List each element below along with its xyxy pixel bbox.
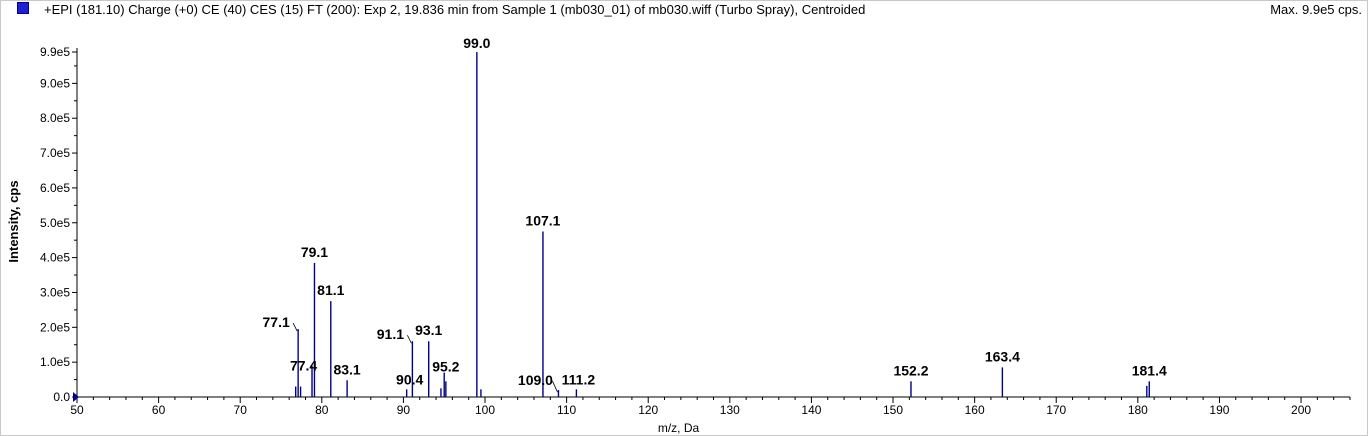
max-intensity-label: Max. 9.9e5 cps. (1270, 2, 1362, 17)
x-tick-label: 50 (70, 403, 84, 417)
peak-labels: 77.1 77.4 79.1 81.1 83.1 90.4 91.1 93.1 95.2 99.0… (263, 35, 1167, 393)
x-tick-label: 70 (234, 403, 248, 417)
x-tick-label: 110 (557, 403, 576, 417)
x-tick-label: 140 (801, 403, 821, 417)
legend-color-swatch[interactable] (17, 2, 29, 14)
x-tick-label: 80 (315, 403, 329, 417)
chart-title: +EPI (181.10) Charge (+0) CE (40) CES (1… (44, 2, 866, 17)
peak-label: 111.2 (562, 371, 596, 387)
peak-label: 77.4 (290, 358, 317, 374)
x-tick-label: 90 (397, 403, 411, 417)
y-tick-label: 9.9e5 (40, 45, 70, 59)
peak-label: 95.2 (432, 358, 459, 374)
axes: 50 60 70 80 90 100 110 120 130 140 150 160 170 180 190… (40, 45, 1351, 417)
peak-label: 109.0 (518, 372, 553, 388)
x-tick-label: 190 (1209, 403, 1229, 417)
x-tick-label: 200 (1291, 403, 1311, 417)
peak-label-leader (407, 335, 412, 344)
y-tick-label: 3.0e5 (40, 285, 70, 299)
peak-label: 163.4 (985, 348, 1020, 364)
peak-label: 77.1 (263, 314, 290, 330)
x-tick-label: 160 (965, 403, 985, 417)
peak-label: 91.1 (377, 326, 404, 342)
y-tick-label: 6.0e5 (40, 181, 70, 195)
x-tick-label: 120 (638, 403, 658, 417)
peak-label-leader (552, 380, 558, 393)
peak-label: 99.0 (463, 35, 490, 51)
origin-marker (73, 392, 79, 402)
y-tick-label: 5.0e5 (40, 216, 70, 230)
y-axis-title: Intensity, cps (6, 180, 21, 262)
peak-label-leader (292, 322, 298, 332)
y-tick-label: 0.0 (53, 390, 70, 404)
peak-label: 81.1 (317, 282, 344, 298)
x-tick-label: 130 (720, 403, 740, 417)
peak-label: 83.1 (333, 361, 360, 377)
peak-label: 152.2 (893, 362, 928, 378)
x-tick-label: 150 (883, 403, 903, 417)
x-tick-label: 180 (1128, 403, 1148, 417)
x-tick-label: 170 (1046, 403, 1066, 417)
x-axis-title: m/z, Da (658, 421, 700, 435)
peaks (294, 52, 1150, 397)
peak-label: 181.4 (1132, 362, 1167, 378)
y-tick-label: 9.0e5 (40, 76, 70, 90)
y-tick-label: 4.0e5 (40, 251, 70, 265)
peak-label: 79.1 (301, 244, 328, 260)
peak-label: 107.1 (525, 212, 560, 228)
y-tick-label: 7.0e5 (40, 146, 70, 160)
y-tick-label: 2.0e5 (40, 320, 70, 334)
x-tick-label: 60 (152, 403, 166, 417)
y-tick-label: 8.0e5 (40, 111, 70, 125)
x-tick-label: 100 (475, 403, 495, 417)
peak-label: 93.1 (415, 322, 442, 338)
y-tick-label: 1.0e5 (40, 355, 70, 369)
peak-label: 90.4 (396, 371, 423, 387)
